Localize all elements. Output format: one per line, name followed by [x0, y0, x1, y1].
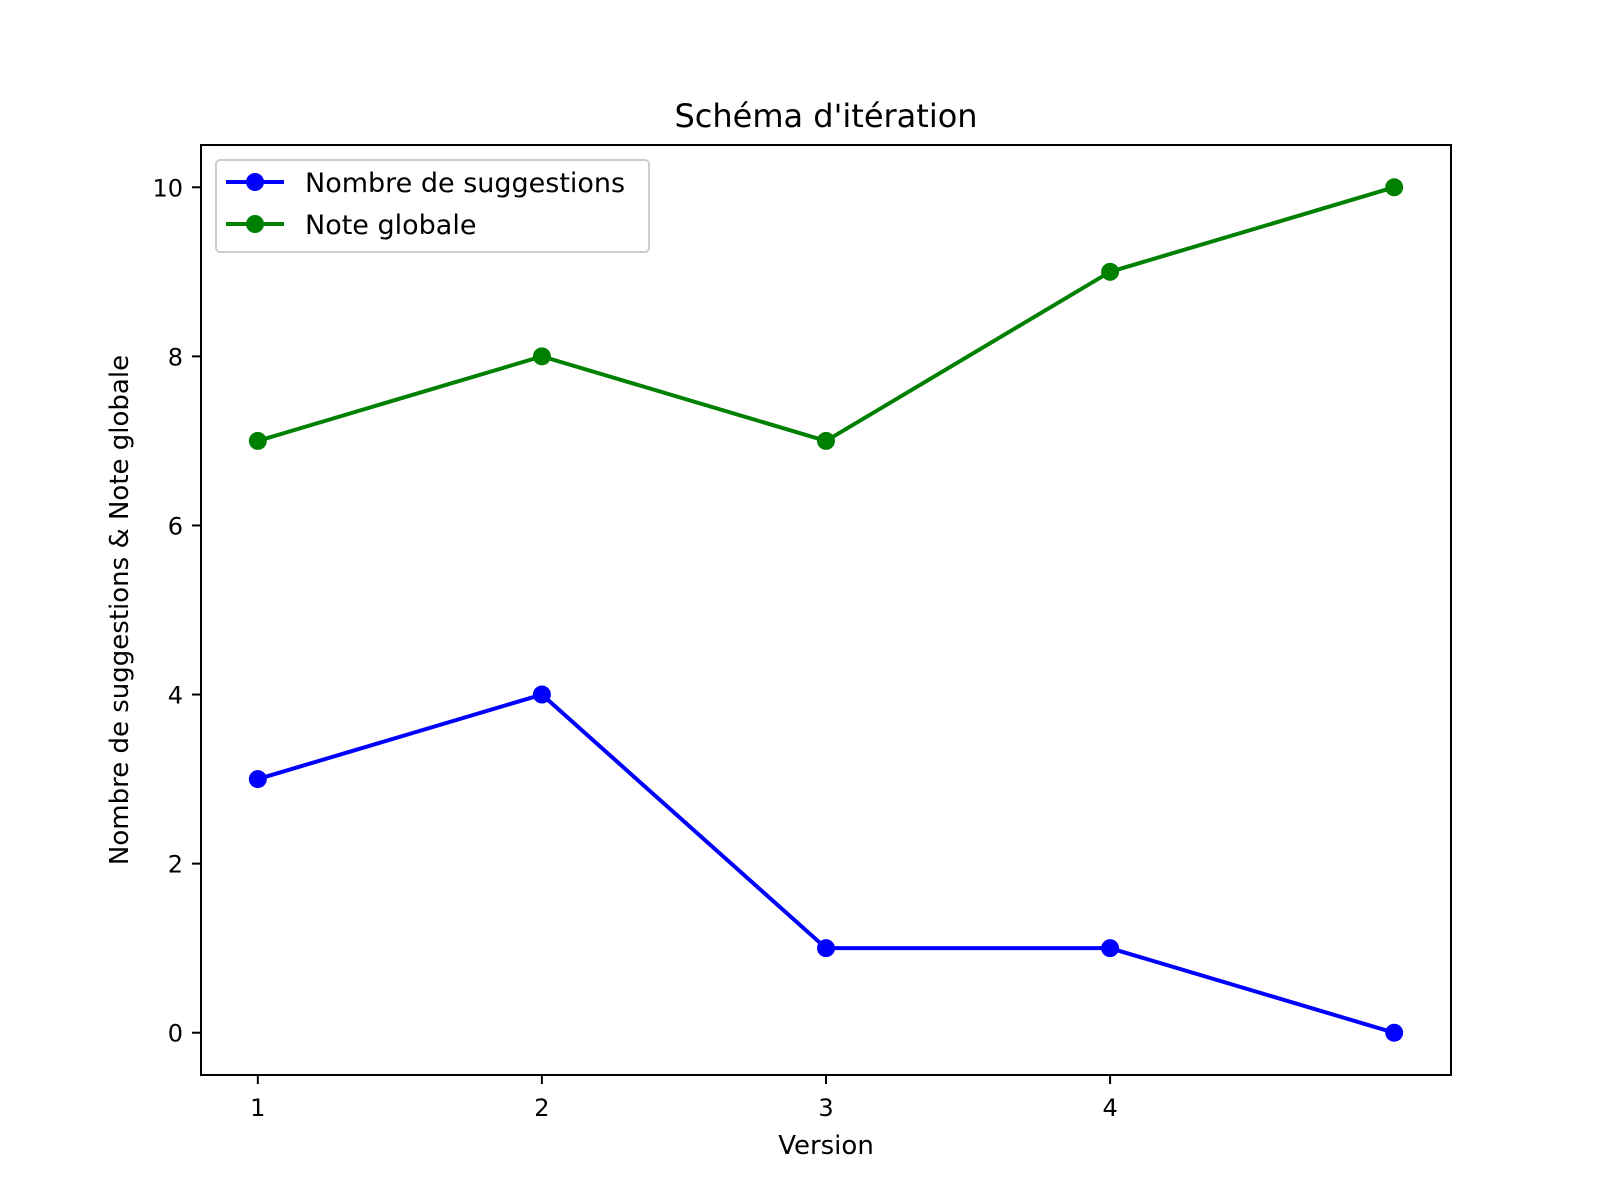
plot-area-frame — [200, 144, 1452, 1076]
y-axis-label: Nombre de suggestions & Note globale — [105, 355, 135, 865]
legend-item: Nombre de suggestions — [226, 168, 625, 199]
data-point — [817, 939, 835, 958]
x-tick-label: 2 — [534, 1094, 549, 1122]
y-tick-label: 0 — [168, 1020, 183, 1048]
y-tick-label: 4 — [168, 682, 183, 710]
x-axis-ticks: 1 2 3 4 — [250, 1075, 1118, 1122]
data-point — [1101, 262, 1120, 281]
series-1 — [248, 685, 1404, 1042]
x-axis-label: Version — [778, 1131, 874, 1161]
y-tick-label: 6 — [168, 512, 183, 540]
series-2 — [248, 178, 1404, 450]
chart-title: Schéma d'itération — [674, 97, 977, 135]
data-point — [817, 431, 835, 450]
data-point — [1101, 939, 1120, 958]
y-tick-label: 2 — [168, 851, 183, 879]
legend-label: Note globale — [305, 210, 476, 241]
legend-swatch-marker — [246, 215, 264, 233]
data-point — [532, 347, 551, 366]
x-tick-label: 4 — [1102, 1094, 1117, 1122]
y-tick-label: 10 — [152, 174, 183, 202]
y-tick-label: 8 — [168, 343, 183, 371]
data-point — [248, 431, 267, 450]
legend: Nombre de suggestions Note globale — [215, 159, 650, 253]
data-point — [1385, 178, 1404, 197]
legend-swatch-marker — [246, 173, 264, 191]
legend-label: Nombre de suggestions — [305, 168, 625, 199]
x-tick-label: 3 — [818, 1094, 833, 1122]
x-tick-label: 1 — [250, 1094, 265, 1122]
legend-entries: Nombre de suggestions Note globale — [226, 168, 625, 241]
data-point — [248, 770, 267, 789]
data-point — [1385, 1023, 1404, 1042]
legend-box — [215, 159, 650, 253]
y-axis-ticks: 0 2 4 6 8 10 — [152, 174, 201, 1048]
legend-item: Note globale — [226, 210, 476, 241]
data-point — [532, 685, 551, 704]
series-layer — [248, 178, 1404, 1042]
